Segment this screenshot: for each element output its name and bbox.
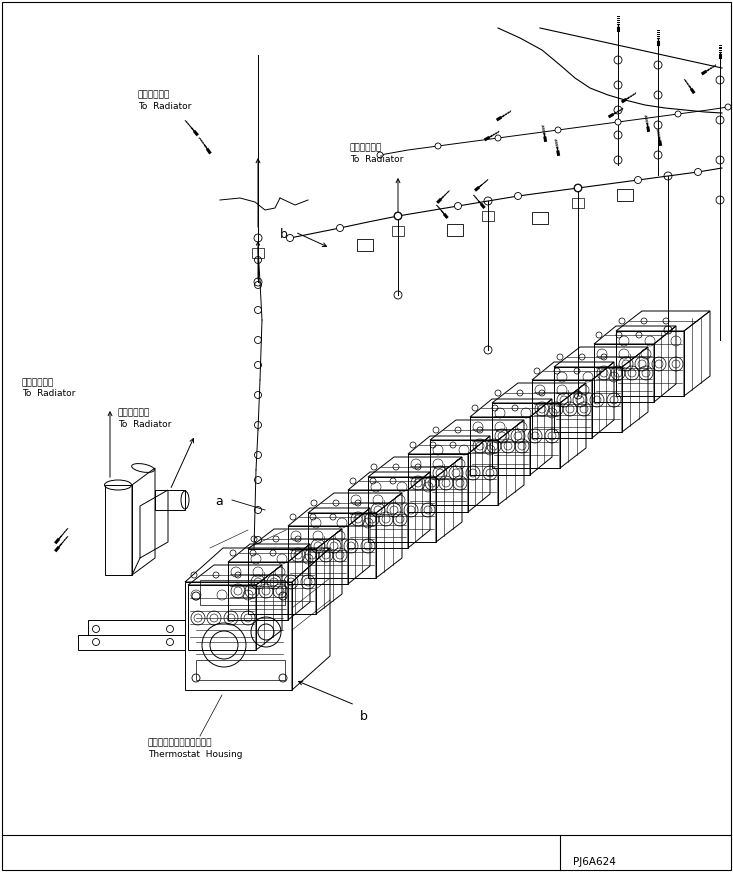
Text: ラジエータへ: ラジエータへ <box>138 90 170 99</box>
Circle shape <box>694 168 701 175</box>
Text: To  Radiator: To Radiator <box>118 420 172 429</box>
Circle shape <box>435 143 441 149</box>
Circle shape <box>615 119 621 125</box>
Text: ラジエータへ: ラジエータへ <box>22 378 54 387</box>
Text: ラジエータへ: ラジエータへ <box>118 408 150 417</box>
Text: To  Radiator: To Radiator <box>22 389 75 398</box>
Text: ラジエータへ: ラジエータへ <box>350 143 382 152</box>
Circle shape <box>635 176 641 183</box>
Text: To  Radiator: To Radiator <box>138 102 191 111</box>
Text: a: a <box>215 495 223 508</box>
Circle shape <box>377 152 383 158</box>
Circle shape <box>575 185 581 192</box>
Circle shape <box>725 104 731 110</box>
Circle shape <box>394 213 402 220</box>
Text: PJ6A624: PJ6A624 <box>573 857 616 867</box>
Circle shape <box>555 127 561 133</box>
Circle shape <box>287 235 293 242</box>
Text: サーモスタットハウジング: サーモスタットハウジング <box>148 738 213 747</box>
Circle shape <box>454 202 462 209</box>
Text: To  Radiator: To Radiator <box>350 155 403 164</box>
Text: Thermostat  Housing: Thermostat Housing <box>148 750 243 759</box>
Circle shape <box>495 135 501 141</box>
Text: b: b <box>360 710 368 723</box>
Circle shape <box>336 224 344 231</box>
Circle shape <box>515 193 521 200</box>
Text: b: b <box>280 228 288 241</box>
Circle shape <box>675 111 681 117</box>
